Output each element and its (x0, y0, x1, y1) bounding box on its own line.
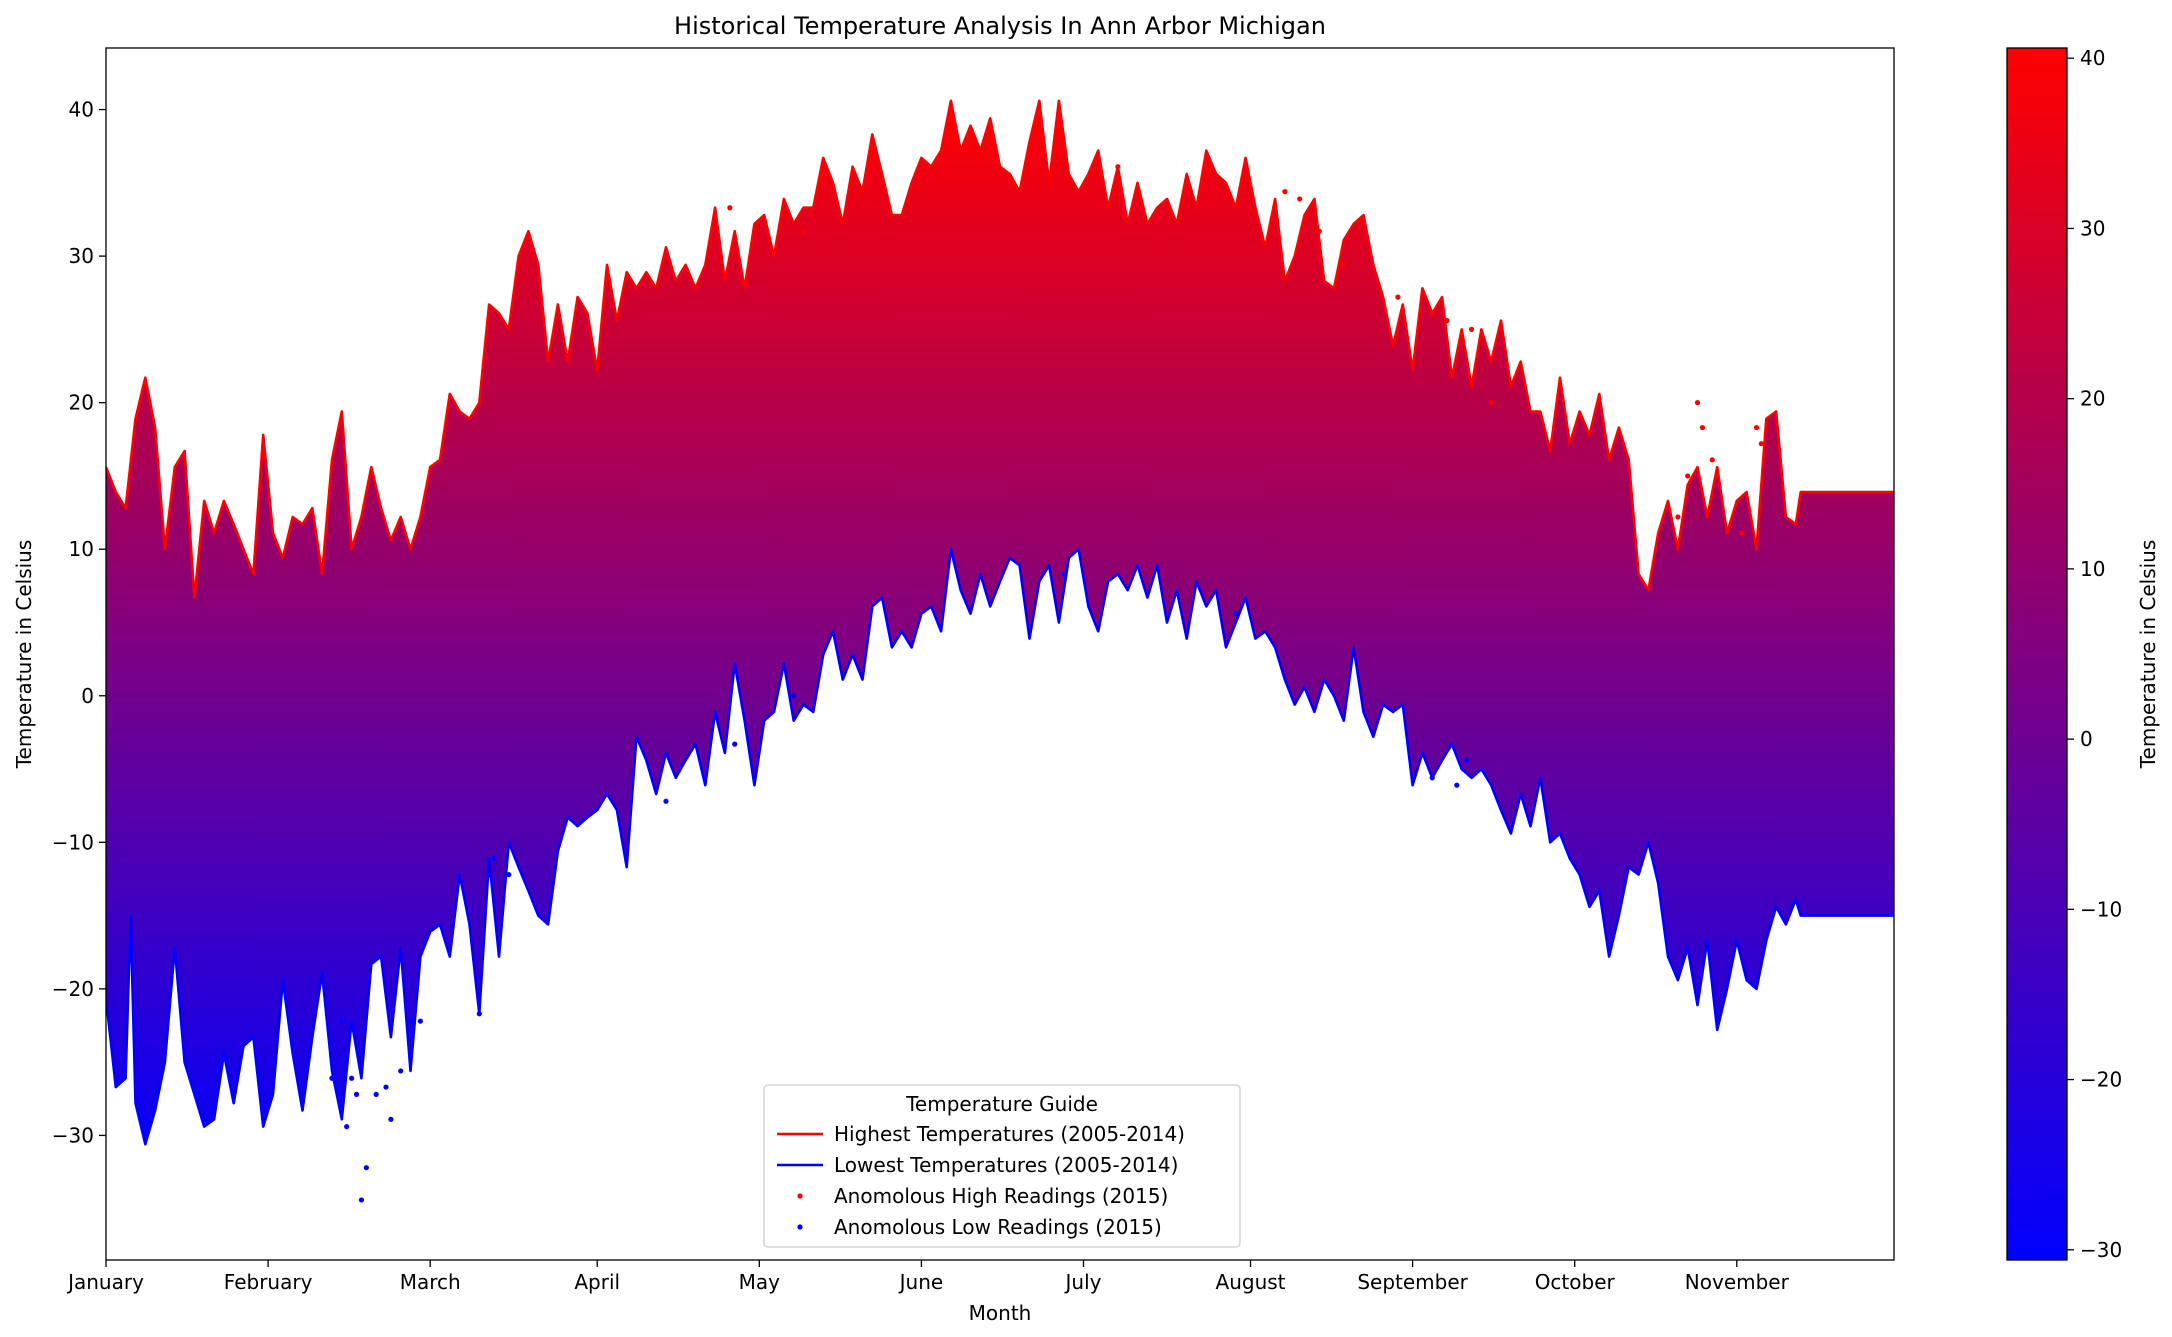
anomaly-high-point (1282, 189, 1288, 195)
anomaly-high-point (1758, 441, 1764, 447)
colorbar-tick-label: 10 (2080, 557, 2105, 581)
y-tick-label: −30 (52, 1123, 94, 1147)
legend-marker-high-anomaly (797, 1193, 803, 1199)
anomaly-high-point (800, 228, 807, 234)
anomaly-high-point (727, 205, 733, 211)
series-line-highest (106, 99, 1894, 599)
anomaly-low-point (1454, 782, 1460, 788)
x-tick-label: November (1685, 1270, 1790, 1294)
anomalous-low-points (329, 571, 1470, 1203)
anomaly-low-point (383, 1084, 389, 1090)
y-tick-label: −10 (52, 830, 94, 854)
anomaly-high-point (1395, 294, 1401, 300)
anomaly-low-point (358, 1197, 365, 1203)
colorbar-label: Temperature in Celsius (2136, 540, 2160, 770)
colorbar-gradient (2006, 47, 2068, 1261)
y-axis-title: Temperature in Celsius (12, 540, 36, 770)
x-tick-label: August (1216, 1270, 1286, 1294)
colorbar-tick-label: 40 (2080, 46, 2105, 70)
series-line-lowest (106, 547, 1894, 1146)
colorbar-tick-label: −10 (2080, 897, 2122, 921)
anomaly-high-point (1115, 164, 1121, 170)
x-tick-label: September (1357, 1270, 1468, 1294)
anomaly-high-point (1297, 196, 1303, 202)
anomaly-low-point (344, 1124, 350, 1130)
chart-title: Historical Temperature Analysis In Ann A… (674, 12, 1326, 40)
anomaly-high-point (1694, 400, 1701, 406)
colorbar-tick-label: 0 (2080, 727, 2093, 751)
colorbar-ticks: −30 −20 −10 0 10 20 30 40 (2067, 46, 2122, 1262)
anomaly-high-point (1341, 262, 1347, 268)
legend: Temperature Guide Highest Temperatures (… (763, 1084, 1241, 1248)
colorbar-tick-label: −20 (2080, 1068, 2122, 1092)
anomaly-low-point (476, 1011, 482, 1017)
anomaly-low-point (339, 1018, 345, 1024)
x-tick-label: February (224, 1270, 313, 1294)
x-tick-label: July (1064, 1270, 1102, 1294)
x-tick-label: April (574, 1270, 620, 1294)
colorbar-tick-label: 20 (2080, 387, 2105, 411)
y-axis: −30 −20 −10 0 10 20 30 40 (52, 98, 106, 1147)
anomaly-low-point (663, 798, 669, 804)
x-tick-label: June (898, 1270, 944, 1294)
x-axis-title: Month (969, 1301, 1032, 1325)
legend-title: Temperature Guide (905, 1092, 1098, 1116)
y-tick-label: 30 (69, 244, 94, 268)
anomaly-low-point (506, 871, 512, 878)
legend-label-highest: Highest Temperatures (2005-2014) (834, 1122, 1185, 1146)
anomaly-low-point (486, 871, 492, 878)
anomaly-low-point (417, 1018, 423, 1024)
plot-area (106, 99, 1894, 1203)
colorbar-tick-label: 30 (2080, 216, 2105, 240)
anomaly-high-point (1675, 514, 1681, 520)
y-tick-label: −20 (52, 977, 94, 1001)
anomaly-low-point (791, 693, 797, 699)
anomaly-high-point (1316, 228, 1322, 234)
legend-marker-low-anomaly (797, 1224, 803, 1230)
temperature-range-fill (106, 100, 1894, 1145)
x-axis: January February March April May June July Augu… (66, 1260, 1790, 1294)
anomaly-high-point (1488, 400, 1494, 406)
anomaly-low-point (329, 1075, 335, 1081)
anomaly-low-point (373, 1091, 379, 1097)
anomaly-high-point (1739, 530, 1745, 536)
y-tick-label: 40 (69, 98, 94, 122)
anomaly-high-point (1699, 424, 1706, 431)
anomaly-high-point (1444, 317, 1450, 324)
anomaly-high-point (1429, 310, 1435, 316)
y-tick-label: 20 (69, 391, 94, 415)
anomaly-low-point (407, 1018, 414, 1024)
anomaly-low-point (363, 1165, 369, 1171)
legend-label-low-anomaly: Anomolous Low Readings (2015) (834, 1215, 1162, 1239)
x-tick-label: January (66, 1270, 144, 1294)
anomaly-high-point (1685, 473, 1691, 479)
legend-label-high-anomaly: Anomolous High Readings (2015) (834, 1184, 1168, 1208)
anomaly-low-point (388, 1116, 394, 1122)
anomaly-low-point (1061, 571, 1067, 577)
colorbar: −30 −20 −10 0 10 20 30 40 Temperature in Celsiu… (2006, 46, 2160, 1262)
anomaly-low-point (1429, 775, 1435, 781)
legend-label-lowest: Lowest Temperatures (2005-2014) (834, 1153, 1178, 1177)
anomaly-low-point (732, 741, 738, 747)
anomaly-low-point (1233, 611, 1239, 617)
anomalous-high-points (727, 164, 1764, 536)
anomaly-high-point (1714, 473, 1720, 479)
x-tick-label: March (400, 1270, 461, 1294)
x-tick-label: May (739, 1270, 781, 1294)
legend-box (763, 1084, 1241, 1248)
anomaly-high-point (1709, 457, 1715, 463)
colorbar-tick-label: −30 (2080, 1238, 2122, 1262)
y-tick-label: 0 (81, 684, 94, 708)
anomaly-low-point (349, 1075, 355, 1081)
anomaly-high-point (1753, 424, 1760, 431)
anomaly-low-point (398, 1068, 404, 1074)
anomaly-high-point (1468, 326, 1475, 332)
anomaly-low-point (1464, 757, 1470, 763)
y-tick-label: 10 (69, 537, 94, 561)
anomaly-low-point (353, 1091, 360, 1097)
plot-frame (105, 47, 1895, 1261)
x-tick-label: October (1535, 1270, 1616, 1294)
anomaly-low-point (491, 855, 497, 862)
